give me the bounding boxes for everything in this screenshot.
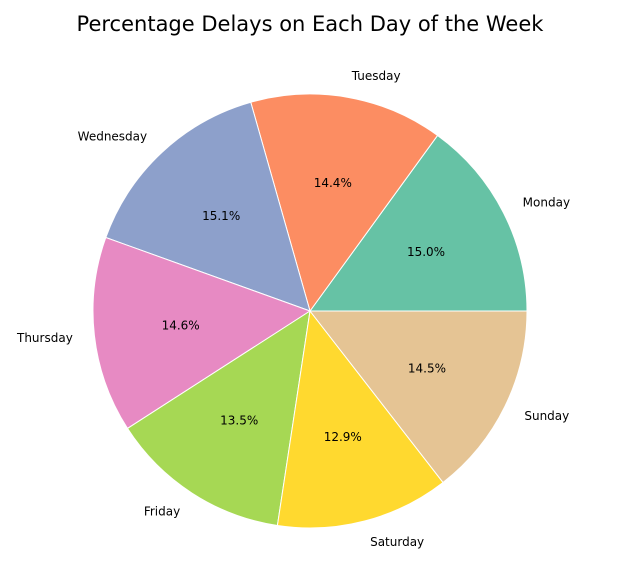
- pie-slice-monday: [309, 134, 528, 312]
- category-label-thursday: Thursday: [16, 331, 73, 345]
- pie-slice-tuesday: [250, 93, 439, 313]
- percent-label-thursday: 14.6%: [162, 319, 200, 333]
- category-label-friday: Friday: [144, 504, 180, 518]
- percent-label-sunday: 14.5%: [408, 361, 446, 375]
- category-label-wednesday: Wednesday: [78, 129, 147, 143]
- category-label-sunday: Sunday: [524, 409, 569, 423]
- pie-slice-saturday: [276, 309, 444, 529]
- chart-title: Percentage Delays on Each Day of the Wee…: [77, 12, 545, 36]
- pie-slice-friday: [126, 309, 311, 527]
- category-label-monday: Monday: [523, 196, 570, 210]
- pie-labels: Monday 15.0% Tuesday 14.4% Wednesday 15.1% Thu…: [16, 69, 570, 549]
- percent-label-saturday: 12.9%: [324, 430, 362, 444]
- percent-label-wednesday: 15.1%: [202, 209, 240, 223]
- percent-label-friday: 13.5%: [220, 413, 258, 427]
- pie-slice-sunday: [308, 310, 528, 484]
- pie-slice-wednesday: [105, 101, 311, 312]
- pie-slice-thursday: [92, 236, 312, 430]
- percent-label-monday: 15.0%: [407, 245, 445, 259]
- percent-label-tuesday: 14.4%: [314, 176, 352, 190]
- category-label-tuesday: Tuesday: [351, 69, 401, 83]
- pie-slices: [92, 93, 528, 529]
- category-label-saturday: Saturday: [370, 535, 424, 549]
